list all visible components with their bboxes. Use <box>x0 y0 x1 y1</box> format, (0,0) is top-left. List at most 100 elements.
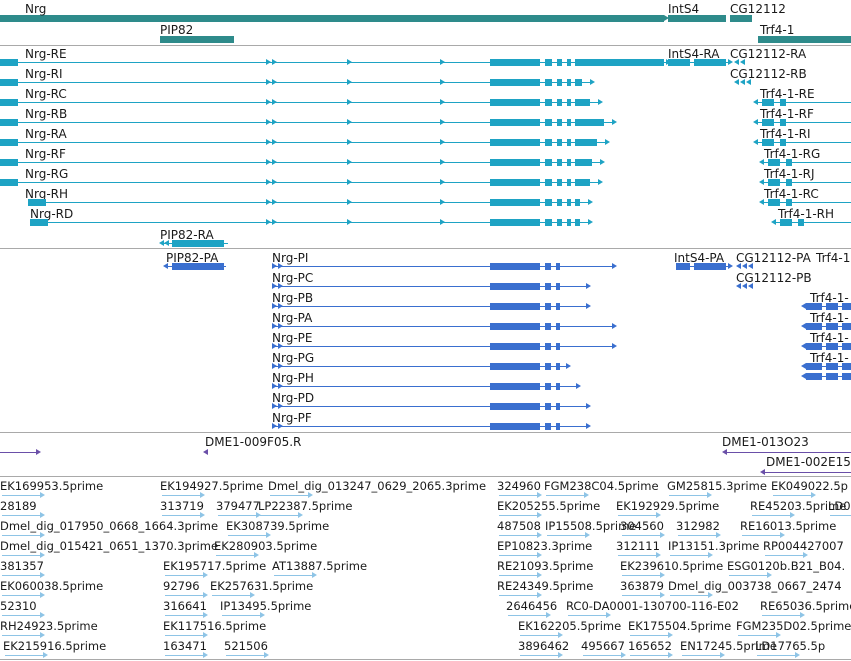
exon-block[interactable] <box>694 263 726 270</box>
est-label[interactable]: GM25815.3prime <box>667 479 767 493</box>
transcript-line[interactable] <box>758 102 851 103</box>
strand-arrow[interactable] <box>590 79 595 85</box>
exon-block[interactable] <box>826 373 838 380</box>
est-label[interactable]: EK117516.5prime <box>163 619 267 633</box>
est-line[interactable] <box>165 655 205 656</box>
gene-bar-cg12112[interactable] <box>730 15 752 22</box>
exon-tick[interactable] <box>272 283 277 289</box>
transcript-line[interactable] <box>272 346 612 347</box>
transcript-line[interactable] <box>0 182 598 183</box>
exon-block[interactable] <box>826 303 838 310</box>
est-label[interactable]: RC0-DA0001-130700-116-E02 <box>566 599 739 613</box>
exon-block[interactable] <box>557 219 562 226</box>
exon-block[interactable] <box>545 263 551 270</box>
est-arrow[interactable] <box>200 492 205 498</box>
transcript-line[interactable] <box>272 306 586 307</box>
strand-arrow[interactable] <box>753 99 758 105</box>
exon-tick[interactable] <box>347 199 352 205</box>
transcript-label[interactable]: Trf4-1-RH <box>778 207 835 221</box>
est-label[interactable]: Dmel_dig_017950_0668_1664.3prime <box>0 519 219 533</box>
exon-block[interactable] <box>0 119 18 126</box>
transcript-line[interactable] <box>272 266 612 267</box>
transcript-line[interactable] <box>0 62 666 63</box>
est-label[interactable]: EK257631.5prime <box>210 579 314 593</box>
est-arrow[interactable] <box>656 552 661 558</box>
exon-block[interactable] <box>762 99 774 106</box>
exon-tick[interactable] <box>272 139 277 145</box>
est-label[interactable]: RE65036.5prime <box>760 599 851 613</box>
est-line[interactable] <box>729 575 769 576</box>
transcript-line[interactable] <box>0 142 605 143</box>
exon-block[interactable] <box>668 59 690 66</box>
exon-tick[interactable] <box>440 199 445 205</box>
transcript-label[interactable]: Nrg-RC <box>25 87 67 101</box>
est-label[interactable]: EK049022.5p <box>771 479 848 493</box>
exon-block[interactable] <box>0 59 18 66</box>
est-line[interactable] <box>830 515 851 516</box>
exon-tick[interactable] <box>266 79 271 85</box>
est-line[interactable] <box>752 515 792 516</box>
est-label[interactable]: IP15508.5prime <box>545 519 637 533</box>
exon-tick[interactable] <box>347 79 352 85</box>
exon-tick[interactable] <box>440 119 445 125</box>
est-arrow[interactable] <box>606 612 611 618</box>
est-label[interactable]: Dmel_dig_015421_0651_1370.3prime <box>0 539 219 553</box>
exon-block[interactable] <box>575 99 580 106</box>
exon-block[interactable] <box>490 363 540 370</box>
exon-tick[interactable] <box>266 99 271 105</box>
exon-block[interactable] <box>768 199 780 206</box>
transcript-line[interactable] <box>272 366 566 367</box>
est-line[interactable] <box>212 595 252 596</box>
est-arrow[interactable] <box>803 552 808 558</box>
transcript-line[interactable] <box>764 202 851 203</box>
est-line[interactable] <box>2 575 42 576</box>
exon-block[interactable] <box>842 343 851 350</box>
transcript-label[interactable]: Trf4-1-RE <box>760 87 815 101</box>
est-line[interactable] <box>2 615 42 616</box>
exon-block[interactable] <box>545 179 552 186</box>
est-arrow[interactable] <box>264 652 269 658</box>
gene-bar-nrg[interactable] <box>0 15 664 22</box>
est-label[interactable]: Dmel_dig_003738_0667_2474 <box>668 579 842 593</box>
strand-arrow[interactable] <box>586 423 591 429</box>
protein-label[interactable]: CG12112-PA <box>736 251 811 265</box>
est-line[interactable] <box>669 495 709 496</box>
protein-label[interactable]: Trf4-1- <box>810 351 849 365</box>
exon-block[interactable] <box>0 139 18 146</box>
exon-block[interactable] <box>575 159 580 166</box>
protein-label[interactable]: Nrg-PA <box>272 311 313 325</box>
est-line[interactable] <box>226 655 266 656</box>
exon-block[interactable] <box>557 179 562 186</box>
exon-tick[interactable] <box>746 79 751 85</box>
exon-block[interactable] <box>30 219 48 226</box>
exon-block[interactable] <box>580 179 590 186</box>
gene-label[interactable]: IntS4 <box>668 2 700 16</box>
exon-tick[interactable] <box>278 323 283 329</box>
exon-block[interactable] <box>545 363 551 370</box>
exon-tick[interactable] <box>440 99 445 105</box>
exon-block[interactable] <box>490 199 540 206</box>
transcript-line[interactable] <box>272 406 586 407</box>
strand-arrow[interactable] <box>586 303 591 309</box>
est-line[interactable] <box>670 595 710 596</box>
est-line[interactable] <box>165 635 205 636</box>
transcript-line[interactable] <box>776 222 851 223</box>
exon-tick[interactable] <box>272 263 277 269</box>
exon-block[interactable] <box>545 423 551 430</box>
est-label[interactable]: 381357 <box>0 559 44 573</box>
transcript-label[interactable]: Trf4-1-RC <box>764 187 819 201</box>
exon-tick[interactable] <box>272 343 277 349</box>
est-arrow[interactable] <box>203 572 208 578</box>
protein-label[interactable]: Nrg-PI <box>272 251 309 265</box>
protein-label[interactable]: Nrg-PG <box>272 351 315 365</box>
est-line[interactable] <box>742 535 782 536</box>
est-line[interactable] <box>499 495 539 496</box>
est-label[interactable]: RE24349.5prime <box>497 579 594 593</box>
deficiency-label[interactable]: DME1-013O23 <box>722 435 809 449</box>
strand-arrow[interactable] <box>801 303 806 309</box>
exon-tick[interactable] <box>272 303 277 309</box>
exon-block[interactable] <box>490 343 540 350</box>
est-line[interactable] <box>218 515 258 516</box>
exon-block[interactable] <box>806 303 822 310</box>
transcript-label[interactable]: Nrg-RG <box>25 167 69 181</box>
